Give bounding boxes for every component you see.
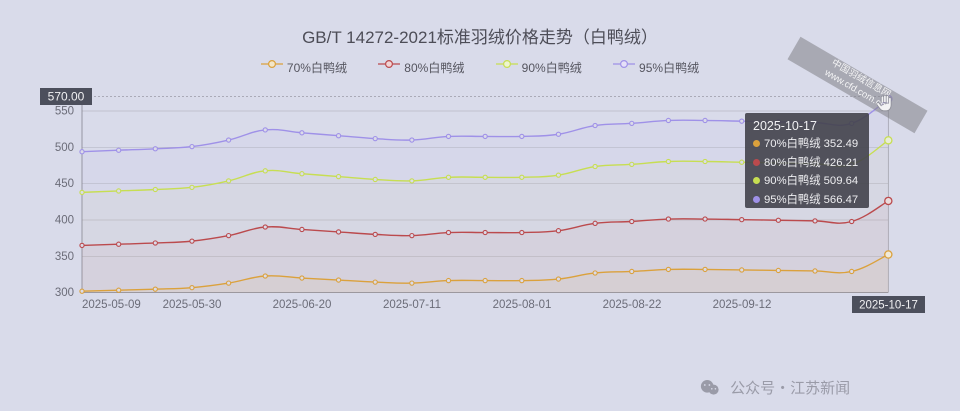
svg-text:570.00: 570.00: [48, 90, 85, 104]
svg-text:500: 500: [55, 142, 74, 154]
svg-text:2025-08-22: 2025-08-22: [603, 299, 662, 311]
svg-text:400: 400: [55, 215, 74, 227]
svg-text:2025-05-09: 2025-05-09: [82, 299, 141, 311]
svg-text:2025-10-17: 2025-10-17: [859, 300, 918, 312]
svg-text:450: 450: [55, 178, 74, 190]
svg-text:2025-05-30: 2025-05-30: [163, 299, 222, 311]
svg-text:2025-08-01: 2025-08-01: [493, 299, 552, 311]
svg-text:2025-07-11: 2025-07-11: [383, 299, 441, 311]
svg-text:550: 550: [55, 106, 74, 118]
svg-text:2025-09-12: 2025-09-12: [713, 299, 772, 311]
svg-text:350: 350: [55, 251, 74, 263]
svg-text:2025-06-20: 2025-06-20: [273, 299, 332, 311]
svg-text:300: 300: [55, 287, 74, 299]
